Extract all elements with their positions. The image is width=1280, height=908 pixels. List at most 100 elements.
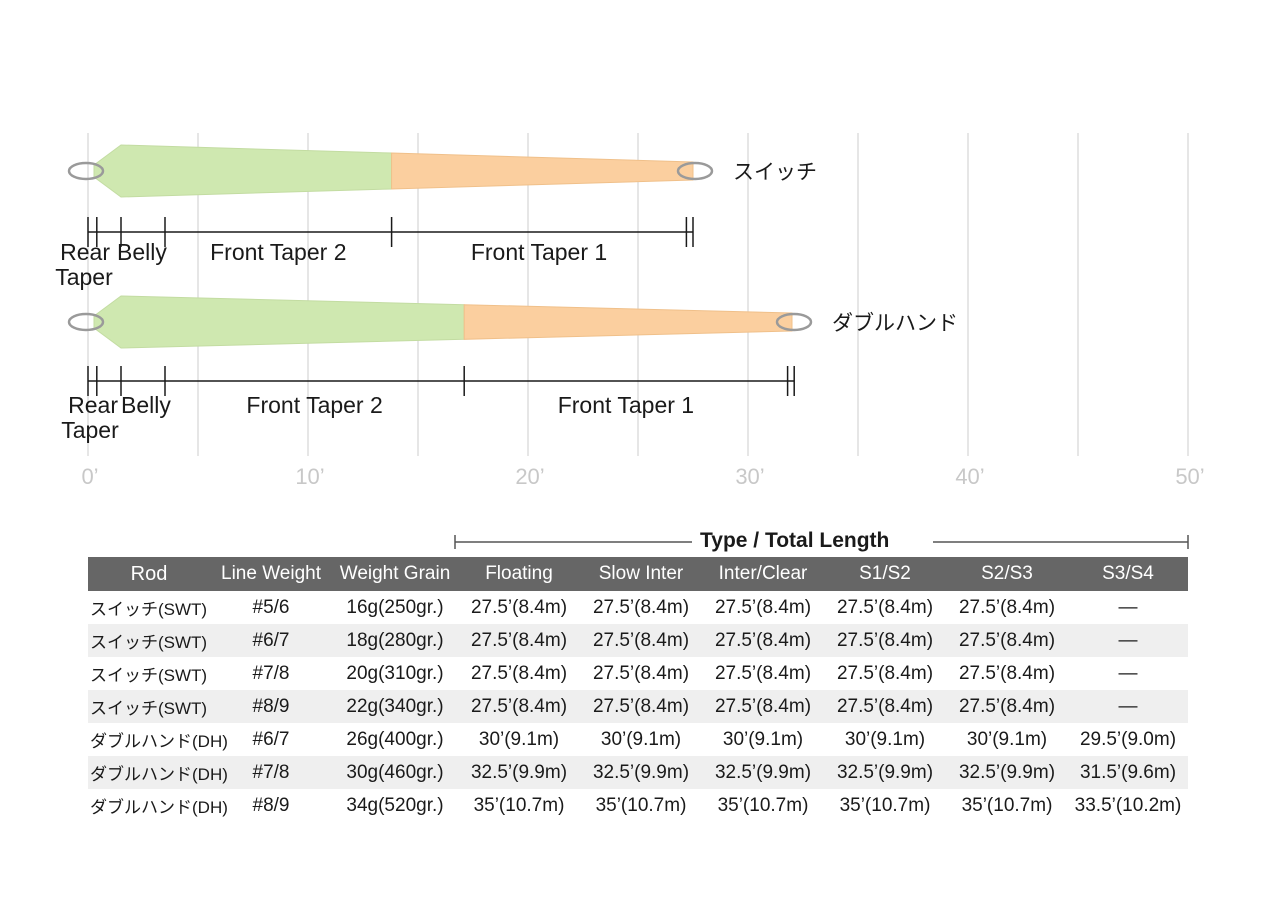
table-cell: #8/9 [252,794,290,816]
table-cell: 32.5’(9.9m) [580,756,702,789]
table-cell: — [1068,624,1188,657]
table-cell: スイッチ(SWT) [90,600,208,619]
table-cell: 35’(10.7m) [473,794,565,816]
table-cell: 27.5’(8.4m) [836,596,934,618]
section-label-belly: Belly [121,392,171,418]
table-cell: スイッチ(SWT) [90,666,208,685]
table-cell: 27.5’(8.4m) [702,690,824,723]
table-cell: 30’(9.1m) [600,728,682,750]
column-header: Floating [458,557,580,591]
table-cell: 18g(280gr.) [332,624,458,657]
table-row: ダブルハンド(DH) #7/8 30g(460gr.) 32.5’(9.9m) 32.5… [88,756,1188,789]
section-label-front-taper-2: Front Taper 2 [210,239,346,265]
rear-loop [67,161,105,181]
column-header: S3/S4 [1068,557,1188,591]
line-belly-section [93,144,393,198]
axis-tick-label: 0’ [81,464,98,489]
table-cell: #6/7 [252,728,290,750]
table-cell: — [1118,596,1138,618]
table-cell: 31.5’(9.6m) [1068,756,1188,789]
front-loop [775,312,813,332]
table-cell: 27.5’(8.4m) [580,690,702,723]
table-row: スイッチ(SWT) #7/8 20g(310gr.) 27.5’(8.4m) 27.5’… [88,657,1188,690]
section-label-front-taper-1: Front Taper 1 [471,239,607,265]
rear-loop [67,312,105,332]
section-label-front-taper-1: Front Taper 1 [558,392,694,418]
line-name-label: ダブルハンド [832,312,958,335]
table-cell: #7/8 [252,662,290,684]
table-cell: 27.5’(8.4m) [836,662,934,684]
table-cell: 32.5’(9.9m) [946,756,1068,789]
line-front-taper-section [463,304,793,340]
column-header: Rod [88,557,210,591]
table-cell: 27.5’(8.4m) [470,662,568,684]
line-name-label: スイッチ [733,161,817,184]
table-cell: 16g(250gr.) [346,596,444,618]
table-cell: #5/6 [252,596,290,618]
column-header: S1/S2 [824,557,946,591]
table-cell: 27.5’(8.4m) [470,596,568,618]
section-label-rear-taper: Taper [61,417,119,443]
table-cell: 27.5’(8.4m) [946,624,1068,657]
table-cell: 33.5’(10.2m) [1074,794,1182,816]
spec-table: Rod Line Weight Weight Grain Floating Slow I… [88,557,1188,822]
table-cell: #7/8 [210,756,332,789]
table-row: ダブルハンド(DH) #6/7 26g(400gr.) 30’(9.1m) 30’(9.… [88,723,1188,756]
table-row: スイッチ(SWT) #8/9 22g(340gr.) 27.5’(8.4m) 27.5’… [88,690,1188,723]
line-belly-section [93,295,465,349]
axis-tick-label: 40’ [955,464,984,489]
table-cell: 32.5’(9.9m) [702,756,824,789]
table-cell: 35’(10.7m) [717,794,809,816]
table-cell: 30’(9.1m) [966,728,1048,750]
table-row: ダブルハンド(DH) #8/9 34g(520gr.) 35’(10.7m) 35’(1… [88,789,1188,822]
table-cell: ダブルハンド(DH) [90,798,228,817]
table-cell: ダブルハンド(DH) [88,756,228,789]
table-cell: 27.5’(8.4m) [714,596,812,618]
column-header: Slow Inter [580,557,702,591]
table-cell: スイッチ(SWT) [88,690,210,723]
table-cell: 27.5’(8.4m) [958,662,1056,684]
column-header: Weight Grain [332,557,458,591]
table-cell: 27.5’(8.4m) [592,596,690,618]
table-cell: 27.5’(8.4m) [458,624,580,657]
table-cell: 27.5’(8.4m) [824,690,946,723]
table-cell: 32.5’(9.9m) [824,756,946,789]
table-cell: — [1118,662,1138,684]
axis-tick-label: 20’ [515,464,544,489]
table-cell: 26g(400gr.) [346,728,444,750]
table-cell: 27.5’(8.4m) [702,624,824,657]
table-cell: 30’(9.1m) [478,728,560,750]
table-cell: 27.5’(8.4m) [580,624,702,657]
table-cell: 22g(340gr.) [332,690,458,723]
table-cell: ダブルハンド(DH) [90,732,228,751]
table-cell: 35’(10.7m) [961,794,1053,816]
table-cell: 29.5’(9.0m) [1079,728,1177,750]
table-cell: #8/9 [210,690,332,723]
table-cell: 27.5’(8.4m) [592,662,690,684]
table-header-row: Rod Line Weight Weight Grain Floating Slow I… [88,557,1188,591]
table-group-bracket [454,535,1189,549]
table-cell: 34g(520gr.) [346,794,444,816]
table-row: スイッチ(SWT) #6/7 18g(280gr.) 27.5’(8.4m) 27.5’… [88,624,1188,657]
table-cell: スイッチ(SWT) [88,624,210,657]
table-cell: 32.5’(9.9m) [458,756,580,789]
table-cell: — [1068,690,1188,723]
table-cell: 30’(9.1m) [844,728,926,750]
table-cell: 27.5’(8.4m) [824,624,946,657]
table-cell: 27.5’(8.4m) [958,596,1056,618]
axis-tick-label: 10’ [295,464,324,489]
table-cell: 27.5’(8.4m) [946,690,1068,723]
table-cell: 30g(460gr.) [332,756,458,789]
line-front-taper-section [391,152,694,190]
column-header: Line Weight [210,557,332,591]
table-row: スイッチ(SWT) #5/6 16g(250gr.) 27.5’(8.4m) 27.5’… [88,591,1188,624]
section-label-front-taper-2: Front Taper 2 [246,392,382,418]
table-cell: 20g(310gr.) [346,662,444,684]
table-cell: 35’(10.7m) [595,794,687,816]
column-header: Inter/Clear [702,557,824,591]
column-header: S2/S3 [946,557,1068,591]
table-cell: 27.5’(8.4m) [458,690,580,723]
table-group-title: Type / Total Length [700,529,890,552]
table-cell: 35’(10.7m) [839,794,931,816]
